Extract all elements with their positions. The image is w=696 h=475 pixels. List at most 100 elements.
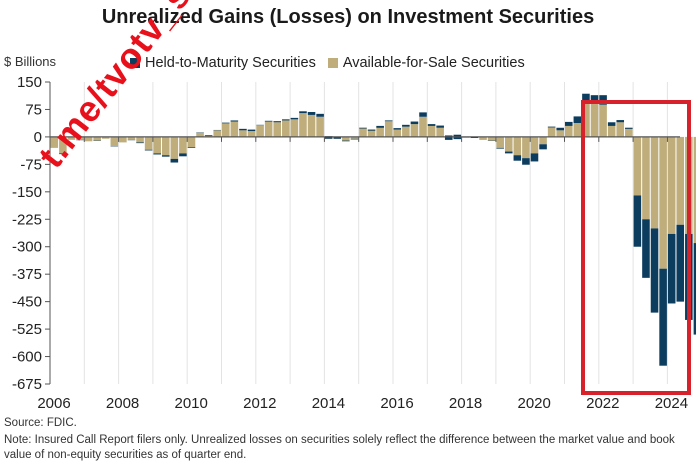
bar-htm [299,111,307,114]
bar-afs [556,130,564,137]
bar-afs [590,103,599,137]
bar-afs [607,125,616,137]
bar-afs [599,104,607,137]
bar-afs [187,136,196,148]
y-tick-label: -225 [12,211,42,228]
bar-htm [590,95,599,104]
bar-afs [530,136,539,154]
bar-afs [213,130,221,137]
bar-htm [633,195,642,247]
bar-afs [633,136,642,196]
gridlines [83,82,668,384]
y-tick-label: -600 [12,349,42,366]
bar-afs [513,136,522,156]
legend-label-afs: Available-for-Sale Securities [342,55,525,71]
bar-htm [522,158,530,165]
bar-afs [350,136,359,139]
y-tick-labels: 150 75 0 -75 -150 -225 -300 -375 -450 -525 -600 -67… [12,74,50,393]
bar-afs [676,136,685,225]
y-axis-unit-label: $ Billions [4,54,57,69]
bar-afs [307,114,316,137]
bar-afs [153,136,161,154]
y-tick-label: -675 [12,376,42,393]
legend-item-htm: Held-to-Maturity Securities [130,55,316,71]
bar-afs [479,136,487,140]
bar-htm [393,128,402,130]
bar-htm [161,155,170,157]
bar-afs [539,136,547,145]
bar-afs [264,121,273,137]
x-tick-label: 2014 [312,395,345,412]
x-tick-labels: 2006 2008 2010 2012 2014 2016 2018 2020 2022 2024 [37,395,688,412]
bar-htm [419,112,427,117]
bar-afs [650,136,659,229]
bar-afs [76,136,84,140]
bar-afs [547,126,556,137]
x-tick-label: 2024 [655,395,688,412]
bar-afs [101,136,110,139]
x-tick-label: 2010 [175,395,208,412]
bar-htm [667,233,676,304]
bar-afs [496,136,504,148]
bar-htm [264,120,273,122]
bar-htm [582,93,590,104]
bar-htm [547,126,556,128]
bar-afs [693,136,696,244]
bar-afs [247,131,256,137]
bar-afs [342,136,350,141]
y-tick-label: 0 [34,129,42,146]
bar-afs [659,136,667,269]
bar-afs [222,123,230,137]
bar-afs [367,129,376,137]
bar-afs [625,127,633,137]
y-tick-label: 150 [17,74,42,91]
bar-afs [359,127,367,137]
bar-htm [333,136,342,139]
bar-htm [367,129,376,131]
bar-afs [144,136,153,150]
legend-item-afs: Available-for-Sale Securities [327,55,525,71]
bar-htm [410,121,419,125]
bar-afs [393,129,402,137]
x-tick-label: 2008 [106,395,139,412]
bar-htm [607,122,616,126]
bar-htm [496,147,504,149]
axes [49,82,680,384]
bar-afs [642,136,650,220]
bar-htm [247,129,256,132]
bar-htm [59,153,67,155]
y-tick-label: -525 [12,321,42,338]
bar-afs [110,136,119,147]
bar-afs [504,136,513,152]
bar-htm [693,243,696,335]
bar-afs [230,121,239,137]
bar-htm [204,135,213,136]
bar-htm [642,219,650,278]
bar-htm [230,120,239,122]
x-tick-label: 2020 [518,395,551,412]
bar-htm [530,153,539,162]
bar-htm [290,117,299,120]
bar-htm [376,125,384,128]
bar-afs [299,113,307,137]
bar-htm [316,113,324,117]
source-note: Source: FDIC. [4,417,77,429]
x-tick-label: 2012 [243,395,276,412]
bar-htm [222,122,230,124]
bar-htm [599,95,607,105]
bar-htm [616,120,625,123]
bar-afs [573,122,582,137]
bar-htm [650,228,659,313]
bar-htm [187,147,196,148]
bar-htm [136,142,144,144]
bar-afs [419,116,427,137]
y-tick-label: -450 [12,294,42,311]
bar-htm [427,124,436,126]
bar-afs [410,124,419,137]
y-tick-label: -75 [20,156,42,173]
bar-afs [427,125,436,137]
bar-htm [170,158,179,163]
bar-htm [350,138,359,140]
bar-afs [84,136,93,142]
bar-afs [136,136,144,143]
